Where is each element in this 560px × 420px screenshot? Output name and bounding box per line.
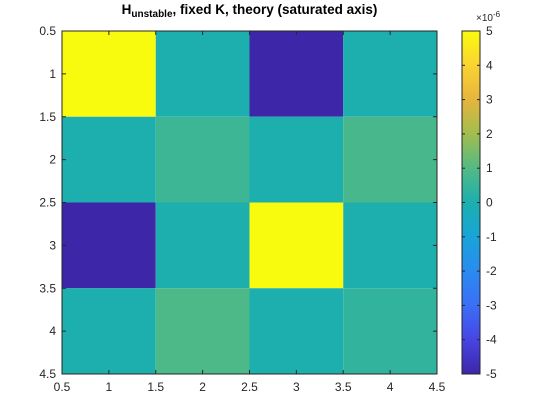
- colorbar: 5 4 3 2 1 0 -1 -2 -3 -4 -5: [461, 24, 497, 381]
- heatmap-cell: [249, 31, 344, 117]
- heatmap-cell: [62, 202, 156, 289]
- x-tick-label: 4: [387, 380, 394, 394]
- colorbar-tick-label: 0: [486, 196, 493, 210]
- x-tick-label: 0.5: [54, 380, 71, 394]
- heatmap-cell: [155, 202, 250, 289]
- y-tick-label: 1: [49, 67, 56, 81]
- heatmap-cell: [249, 202, 344, 289]
- heatmap-cell: [155, 31, 250, 117]
- heatmap-cell: [343, 31, 437, 117]
- heatmap-cell: [343, 202, 437, 289]
- axes: 0.5 1 1.5 2 2.5 3 3.5 4 4.50.511.522.533.544.5: [39, 24, 445, 394]
- heatmap-cell: [155, 288, 250, 374]
- heatmap-cell: [62, 31, 156, 117]
- colorbar-tick-label: -5: [486, 367, 497, 381]
- x-tick-label: 1.5: [147, 380, 164, 394]
- heatmap-cell: [249, 116, 344, 203]
- y-tick-label: 3: [49, 238, 56, 252]
- colorbar-tick-label: -4: [486, 333, 497, 347]
- x-tick-label: 4.5: [429, 380, 446, 394]
- heatmap-cells: [62, 31, 437, 374]
- x-tick-label: 3: [293, 380, 300, 394]
- colorbar-exponent-base: ×10: [476, 13, 493, 24]
- y-tick-label: 2: [49, 153, 56, 167]
- heatmap-cell: [343, 288, 437, 374]
- colorbar-exponent: ×10-6: [476, 10, 501, 24]
- heatmap-cell: [62, 288, 156, 374]
- x-tick-label: 1: [106, 380, 113, 394]
- title-rest: , fixed K, theory (saturated axis): [172, 2, 378, 17]
- colorbar-tick-label: -3: [486, 298, 497, 312]
- colorbar-tick-label: -1: [486, 230, 497, 244]
- y-tick-label: 0.5: [39, 24, 56, 38]
- chart-title: Hunstable, fixed K, theory (saturated ax…: [62, 2, 437, 20]
- y-tick-label: 4.5: [39, 367, 56, 381]
- colorbar-tick-label: 4: [486, 58, 493, 72]
- title-subscript: unstable: [131, 9, 173, 20]
- colorbar-tick-label: 5: [486, 24, 493, 38]
- colorbar-tick-label: 1: [486, 161, 493, 175]
- colorbar-exponent-power: -6: [493, 10, 501, 19]
- colorbar-gradient: [462, 31, 480, 374]
- title-main: H: [121, 2, 132, 17]
- colorbar-tick-label: 3: [486, 93, 493, 107]
- heatmap-cell: [343, 116, 437, 203]
- heatmap-cell: [249, 288, 344, 374]
- y-tick-label: 1.5: [39, 110, 56, 124]
- heatmap-cell: [62, 116, 156, 203]
- x-tick-label: 3.5: [335, 380, 352, 394]
- y-tick-label: 2.5: [39, 196, 56, 210]
- colorbar-tick-label: -2: [486, 264, 497, 278]
- x-tick-label: 2.5: [241, 380, 258, 394]
- x-tick-label: 2: [199, 380, 206, 394]
- heatmap-cell: [155, 116, 250, 203]
- colorbar-tick-label: 2: [486, 127, 493, 141]
- y-tick-label: 3.5: [39, 281, 56, 295]
- y-tick-label: 4: [49, 324, 56, 338]
